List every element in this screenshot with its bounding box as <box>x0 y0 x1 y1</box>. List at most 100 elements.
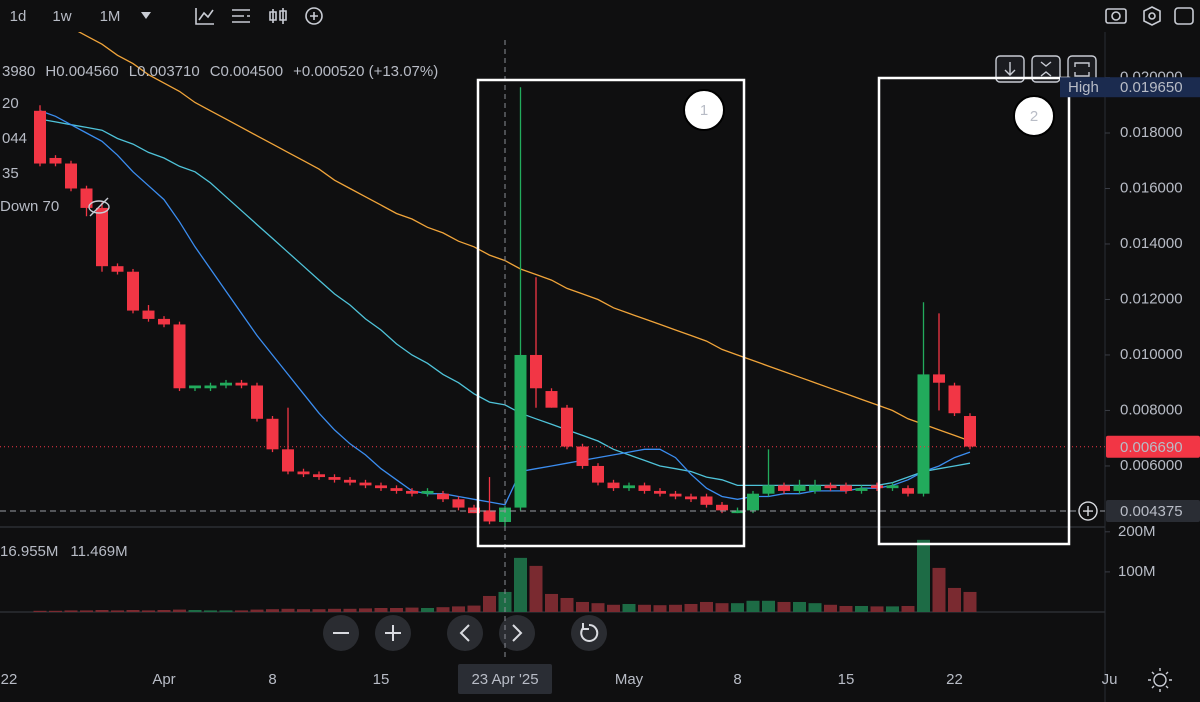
volume-bar <box>762 600 775 612</box>
crosshair-price-box <box>1106 500 1200 523</box>
y-tick-label: 0.010000 <box>1120 346 1183 363</box>
volume-bar <box>777 601 791 612</box>
collapse-button[interactable] <box>1031 55 1061 83</box>
candle-body <box>251 385 263 419</box>
volume-bar <box>235 610 248 612</box>
candle-body <box>840 485 852 491</box>
y-tick-label: 0.014000 <box>1120 235 1183 252</box>
volume-bar <box>281 608 295 612</box>
crosshair-price-label: 0.004375 <box>1120 503 1183 520</box>
scroll-right-button[interactable] <box>499 615 535 651</box>
candle-body <box>266 418 279 450</box>
candle-body <box>731 510 744 514</box>
x-tick-label: 15 <box>838 671 855 688</box>
ohlc-legend: 3980 H0.004560 L0.003710 C0.004500 +0.000520… <box>2 63 438 80</box>
candle-body <box>933 374 945 383</box>
last-price-box <box>1106 435 1200 458</box>
volume-bar <box>436 607 450 612</box>
volume-bar <box>591 603 605 612</box>
x-tick-label: 8 <box>268 671 276 688</box>
candle-body <box>235 382 248 386</box>
add-alert-button[interactable] <box>1078 501 1098 521</box>
volume-bar <box>963 591 977 612</box>
candle-body <box>747 493 759 511</box>
volume-bar <box>638 604 651 612</box>
candle-body <box>948 385 961 414</box>
hide-icon[interactable] <box>88 197 110 217</box>
timeframe-button[interactable]: 1w <box>52 8 71 25</box>
candle-body <box>49 157 62 164</box>
fullscreen-icon[interactable] <box>1174 7 1194 25</box>
candle-body <box>623 485 635 489</box>
volume-bar <box>111 610 124 612</box>
indicator-icon[interactable] <box>195 8 214 25</box>
settings-hex-icon[interactable] <box>1143 6 1161 26</box>
volume-bar <box>343 608 357 612</box>
high-label-box <box>1060 77 1200 98</box>
candle-body <box>204 385 217 389</box>
volume-bar <box>948 587 961 612</box>
volume-bar <box>219 610 233 612</box>
candle-body <box>220 382 232 386</box>
volume-bar <box>33 610 47 612</box>
theme-icon[interactable] <box>1148 668 1172 692</box>
volume-bar <box>839 605 853 612</box>
volume-bar <box>824 604 837 612</box>
volume-bar <box>901 605 915 612</box>
volume-bar <box>421 607 434 612</box>
indicator-label: 20 <box>2 95 19 112</box>
candle-body <box>545 391 558 408</box>
volume-bar <box>452 606 465 612</box>
volume-bar <box>467 605 481 612</box>
volume-bar <box>312 609 326 612</box>
volume-bar <box>808 603 822 612</box>
annotation-box <box>476 78 746 548</box>
volume-bar <box>157 609 171 612</box>
candle-body <box>375 485 387 489</box>
volume-bar <box>359 608 372 612</box>
volume-bar <box>793 601 806 612</box>
dropdown-icon[interactable] <box>141 12 151 19</box>
volume-bar <box>250 609 264 612</box>
camera-icon[interactable] <box>1105 8 1127 24</box>
candle-body <box>778 485 790 491</box>
indicator-label: 044 <box>2 130 27 147</box>
candle-body <box>886 485 899 489</box>
volume-bar <box>328 608 341 612</box>
ohlc-value: L0.003710 <box>129 63 200 80</box>
candle-body <box>80 188 93 208</box>
candle-body <box>344 479 356 483</box>
scroll-left-button[interactable] <box>447 615 483 651</box>
volume-bar <box>126 609 140 612</box>
volume-bar <box>204 610 217 612</box>
crosshair-time-label: 23 Apr '25 <box>471 671 538 688</box>
ohlc-value: C0.004500 <box>210 63 283 80</box>
annotation-number: 2 <box>1030 108 1038 125</box>
y-tick-label: 0.012000 <box>1120 290 1183 307</box>
settings-icon[interactable] <box>232 9 250 23</box>
volume-legend: 11.469M <box>70 543 127 560</box>
add-icon[interactable] <box>305 7 323 25</box>
annotation-badge <box>683 89 725 131</box>
volume-bar <box>576 601 589 612</box>
timeframe-button[interactable]: 1d <box>10 8 27 25</box>
volume-bar <box>700 601 713 612</box>
timeframe-button[interactable]: 1M <box>100 8 121 25</box>
volume-bar <box>886 606 899 612</box>
reset-button[interactable] <box>571 615 607 651</box>
volume-bar <box>266 609 279 612</box>
candle-body <box>406 490 418 494</box>
y-tick-label: 0.016000 <box>1120 179 1183 196</box>
candle-body <box>359 482 372 486</box>
candle-body <box>297 471 310 475</box>
x-tick-label: 15 <box>373 671 390 688</box>
candle-body <box>762 485 775 494</box>
crosshair-time-box <box>458 664 552 694</box>
candle-icon[interactable] <box>269 8 287 24</box>
candle-body <box>421 490 434 494</box>
pane-buttons <box>995 55 1097 83</box>
candle-body <box>34 110 46 164</box>
candle-body <box>530 354 542 389</box>
volume-bar <box>188 609 202 612</box>
candle-body <box>685 496 697 500</box>
